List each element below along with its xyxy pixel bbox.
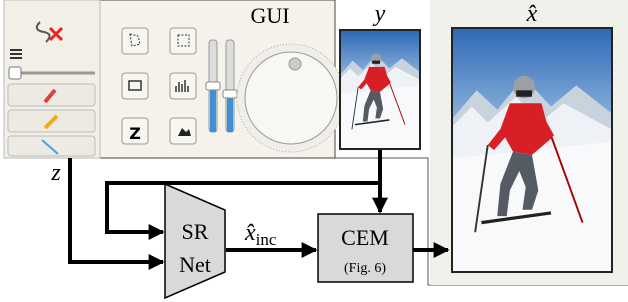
arrows-part bbox=[70, 158, 163, 262]
intermediate-label: x̂inc bbox=[244, 220, 277, 249]
gui-button-label: Z bbox=[129, 124, 141, 143]
gui-panel: Z GUI bbox=[4, 0, 345, 158]
input-label: y bbox=[373, 1, 386, 27]
output-image bbox=[453, 29, 611, 271]
gui-panel-part-part bbox=[122, 28, 148, 54]
gui-title: GUI bbox=[250, 3, 289, 28]
gui-panel-part-part bbox=[122, 73, 148, 99]
diagram: Z GUI y x̂ z SR Net x̂inc CEM (Fig. 6) bbox=[0, 0, 628, 302]
input-image bbox=[341, 31, 419, 148]
cem-ref: (Fig. 6) bbox=[344, 261, 386, 276]
latent-label: z bbox=[50, 160, 61, 186]
gui-panel-part bbox=[227, 96, 233, 132]
gui-panel-part bbox=[8, 136, 95, 156]
intermediate-subscript: inc bbox=[256, 230, 277, 249]
gui-panel-part bbox=[223, 90, 237, 98]
intermediate-symbol: x̂ bbox=[244, 220, 256, 246]
sr-net-line2: Net bbox=[179, 252, 211, 277]
output-label: x̂ bbox=[526, 1, 538, 27]
gui-panel-part bbox=[210, 88, 216, 132]
sr-net-line1: SR bbox=[182, 219, 209, 244]
gui-panel-part bbox=[289, 58, 301, 70]
gui-panel-part bbox=[206, 82, 220, 90]
gui-panel-part bbox=[9, 67, 21, 79]
cem-title: CEM bbox=[341, 225, 389, 250]
gui-panel-part-part bbox=[170, 73, 196, 99]
gui-panel-part-part bbox=[170, 28, 196, 54]
